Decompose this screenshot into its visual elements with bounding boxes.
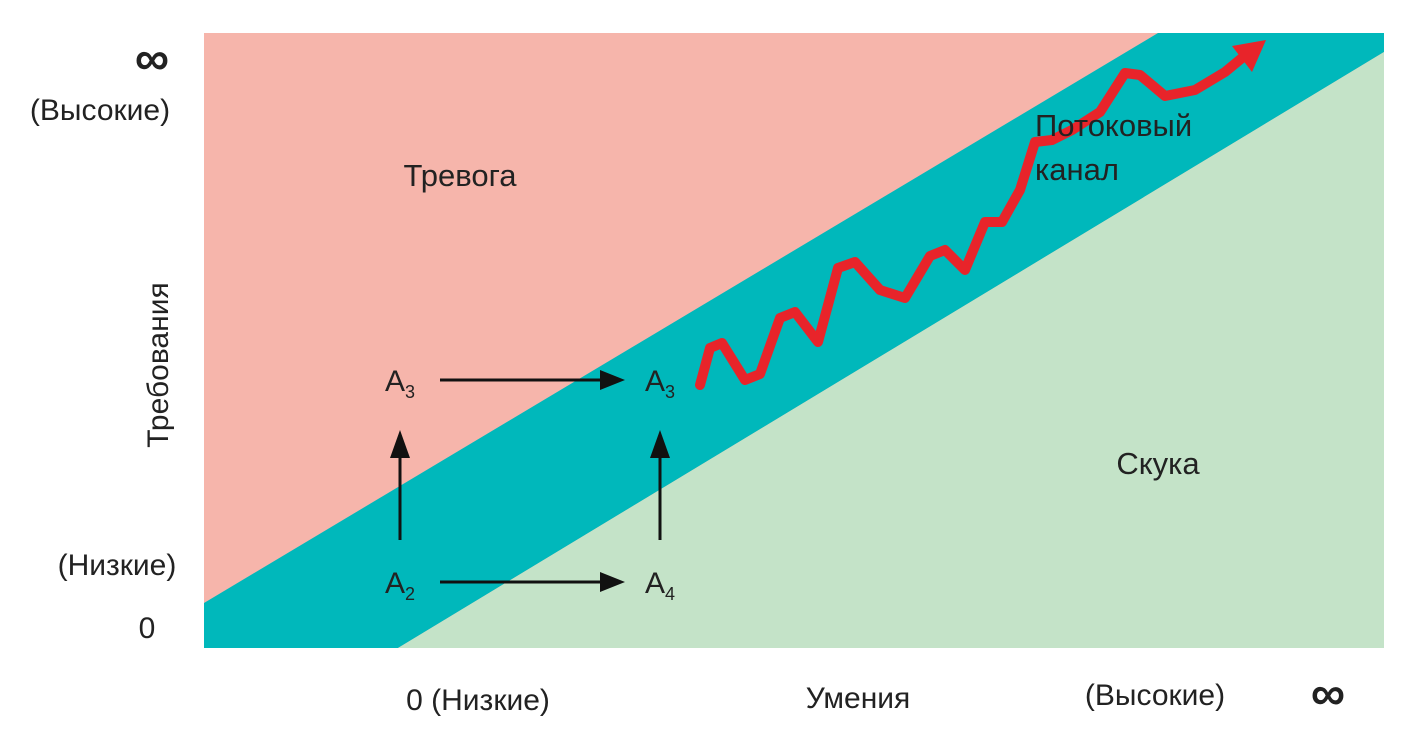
- node: A3: [645, 365, 675, 402]
- infinity: ∞: [1311, 668, 1345, 721]
- node-letter: A: [645, 365, 665, 398]
- node-sub: 4: [665, 584, 675, 604]
- zone-label: канал: [1035, 152, 1119, 187]
- flow-path: [695, 53, 1247, 390]
- arrowhead: [600, 572, 625, 592]
- arrowhead: [1232, 40, 1266, 72]
- node-sub: 2: [405, 584, 415, 604]
- node-letter: A: [385, 567, 405, 600]
- node-letter: A: [385, 365, 405, 398]
- node: A3: [385, 365, 415, 402]
- arrowhead: [600, 370, 625, 390]
- y-high: (Высокие): [30, 94, 170, 127]
- boredom-zone: [398, 52, 1384, 648]
- y-axis-label: Требования: [142, 282, 175, 447]
- x-high: (Высокие): [1085, 679, 1225, 712]
- y-low: (Низкие): [58, 549, 177, 582]
- x-axis-label: Умения: [806, 682, 911, 715]
- node-sub: 3: [665, 382, 675, 402]
- x-low: 0 (Низкие): [406, 684, 550, 717]
- arrows: [390, 370, 670, 592]
- zone-label: Скука: [1116, 446, 1200, 481]
- zone-label: Тревога: [404, 158, 518, 193]
- flow-channel: [204, 33, 1384, 648]
- node-letter: A: [645, 567, 665, 600]
- node-sub: 3: [405, 382, 415, 402]
- y-zero: 0: [139, 612, 156, 645]
- zone-label: Потоковый: [1035, 108, 1192, 143]
- node: A2: [385, 567, 415, 604]
- arrowhead: [390, 430, 410, 458]
- arrowhead: [650, 430, 670, 458]
- node: A4: [645, 567, 675, 604]
- infinity: ∞: [135, 33, 169, 86]
